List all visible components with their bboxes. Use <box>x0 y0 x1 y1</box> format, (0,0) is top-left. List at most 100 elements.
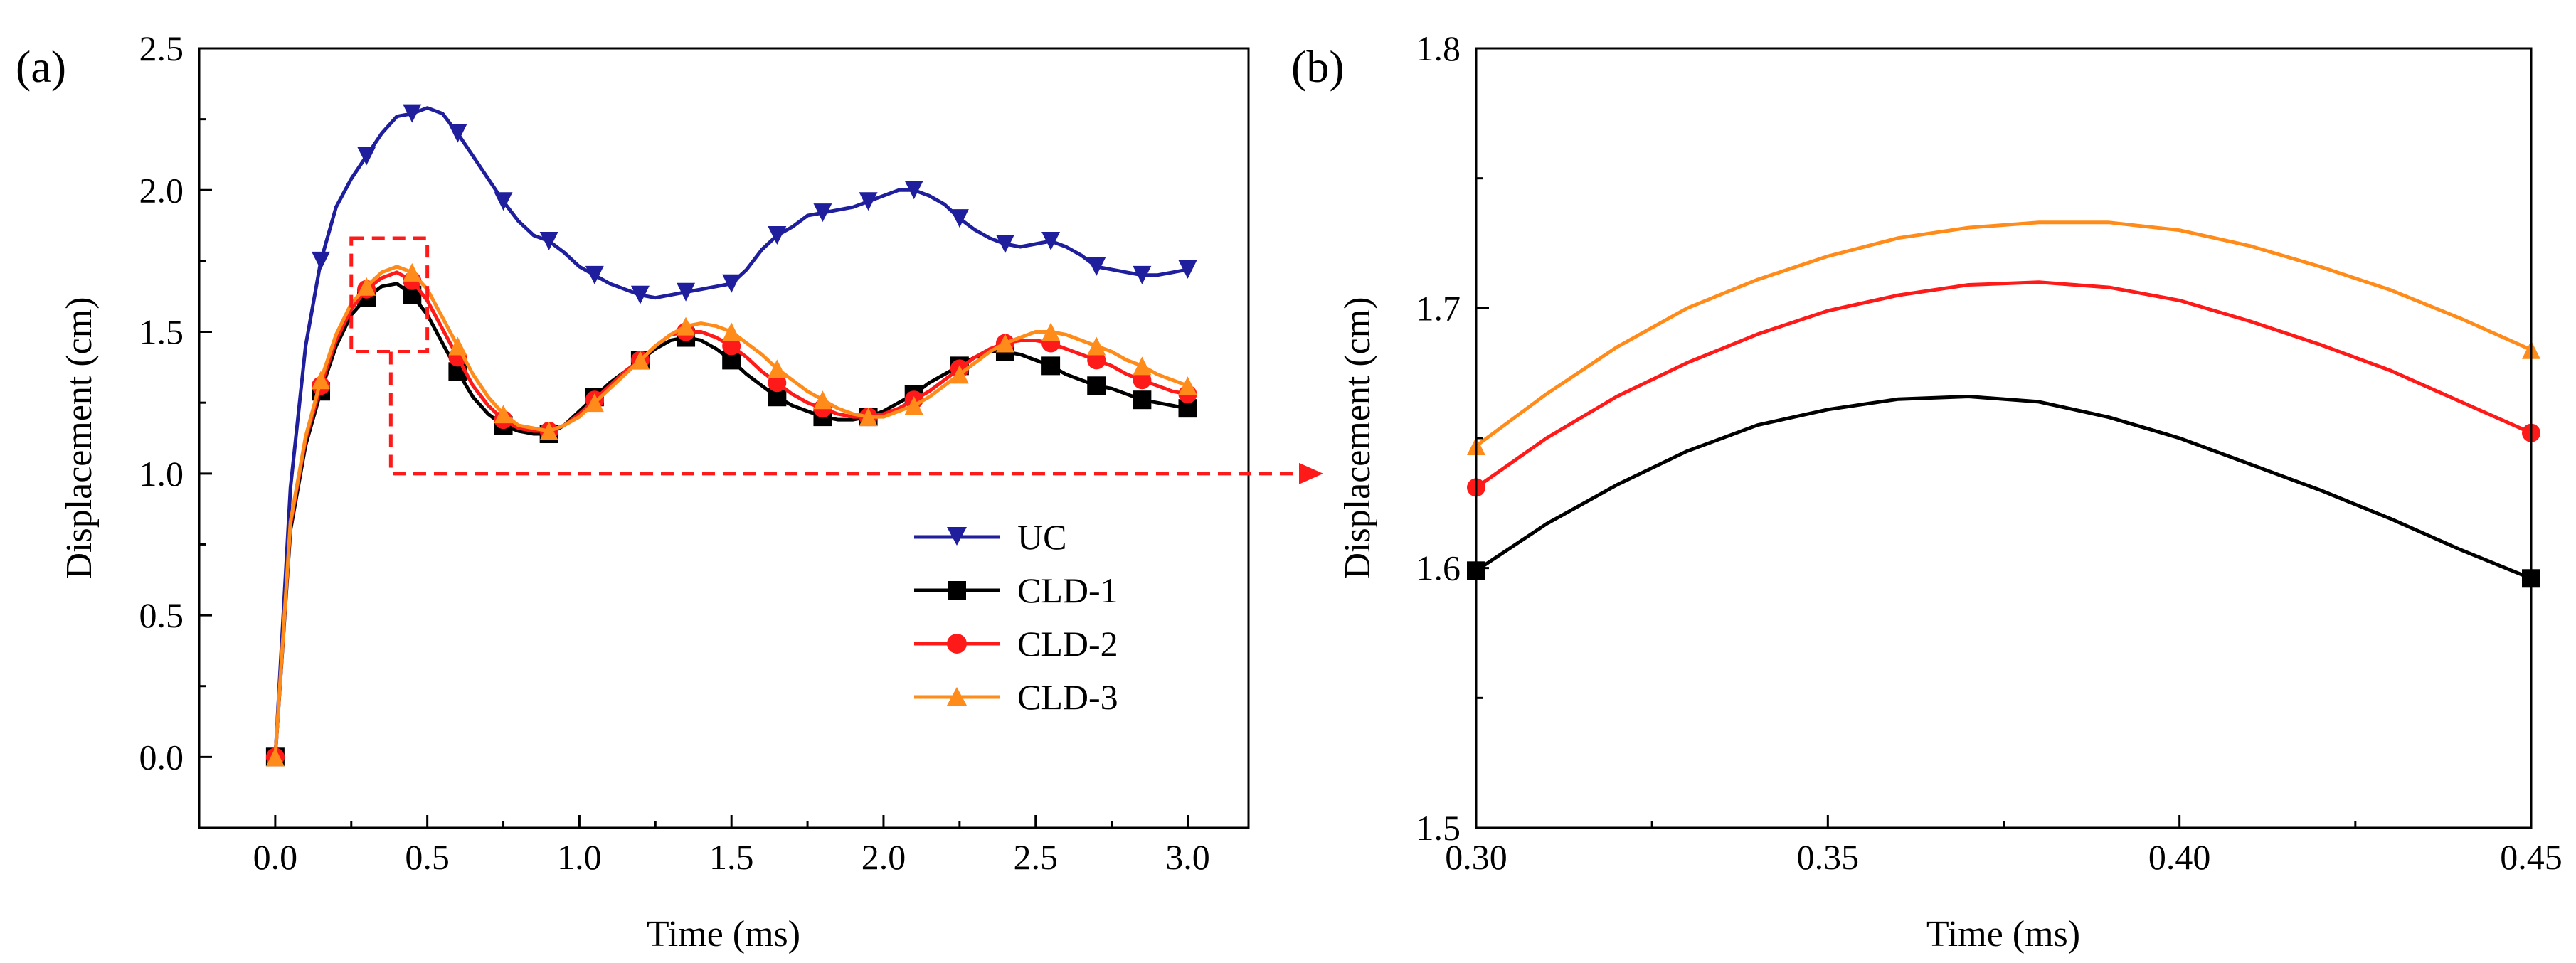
panel-a-marker-cld-3-18 <box>1087 336 1106 356</box>
panel-a-marker-cld-3-15 <box>950 365 969 384</box>
legend-marker-cld-1 <box>948 581 966 600</box>
panel-a-marker-cld-1-19 <box>1133 390 1152 410</box>
panel-b-series-line-cld-1 <box>1475 395 2532 580</box>
panel-a-marker-uc-9 <box>677 282 696 302</box>
panel-a-marker-uc-11 <box>768 226 787 245</box>
panel-a-marker-cld-1-18 <box>1087 376 1106 395</box>
panel-a-y-tick-label-0: 0.0 <box>139 737 184 777</box>
panel-a-marker-uc-14 <box>904 181 923 200</box>
legend-marker-uc <box>947 527 967 546</box>
panel-a-frame <box>198 47 1250 829</box>
panel-b-series-line-cld-2 <box>1475 280 2533 489</box>
panel-a-marker-uc-8 <box>630 285 650 304</box>
panel-b-label: (b) <box>1291 41 1345 92</box>
panel-b-y-tick-label-1: 1.6 <box>1416 548 1461 588</box>
panel-a-marker-uc-16 <box>995 234 1014 253</box>
legend-label-cld-1: CLD-1 <box>1017 570 1118 610</box>
panel-b: 0.30 0.35 0.40 0.45 1.5 1.6 1.7 1.8 Time (ms) D… <box>1337 28 2562 954</box>
legend-entry-cld-1: CLD-1 <box>914 570 1118 610</box>
zoom-arrow-head <box>1299 462 1323 484</box>
panel-a-marker-uc-5 <box>494 192 513 211</box>
panel-a-marker-cld-3-11 <box>768 359 787 378</box>
panel-b-x-tick-label-1: 0.35 <box>1797 837 1860 877</box>
panel-a-marker-uc-18 <box>1087 257 1106 276</box>
panel-a-x-axis-title: Time (ms) <box>647 914 800 954</box>
panel-a-marker-cld-1-17 <box>1041 356 1061 376</box>
legend-label-cld-2: CLD-2 <box>1017 624 1118 664</box>
legend-entry-cld-3: CLD-3 <box>914 677 1118 717</box>
panel-b-y-tick-label-0: 1.5 <box>1416 808 1461 848</box>
panel-a-marker-uc-4 <box>448 124 467 143</box>
panel-a-marker-cld-3-10 <box>722 322 741 341</box>
panel-a-marker-cld-3-5 <box>494 405 513 424</box>
legend-label-uc: UC <box>1017 517 1066 557</box>
panel-a-marker-cld-3-3 <box>403 262 422 282</box>
panel-a-marker-uc-7 <box>585 265 604 284</box>
panel-a-marker-cld-2-18 <box>1087 351 1106 370</box>
panel-b-y-tick-label-3: 1.8 <box>1416 28 1461 68</box>
legend-marker-cld-2 <box>947 634 967 654</box>
panel-a-marker-cld-3-0 <box>265 747 285 767</box>
panel-a-legend: UC CLD-1 CLD-2 CLD-3 <box>914 517 1118 717</box>
panel-b-ticks: 0.30 0.35 0.40 0.45 1.5 1.6 1.7 1.8 <box>1416 28 2562 877</box>
panel-a-marker-uc-13 <box>859 192 878 211</box>
panel-a-x-tick-label-3: 1.5 <box>709 837 754 877</box>
panel-b-x-tick-label-0: 0.30 <box>1445 837 1507 877</box>
panel-a-marker-cld-3-2 <box>357 277 376 296</box>
panel-a-marker-uc-1 <box>312 251 331 270</box>
panel-b-y-tick-label-2: 1.7 <box>1416 288 1461 328</box>
panel-a-marker-cld-3-7 <box>585 393 604 413</box>
panel-a-marker-cld-3-13 <box>859 408 878 427</box>
panel-a-y-tick-label-5: 2.5 <box>139 28 184 68</box>
panel-a-x-tick-label-4: 2.0 <box>862 837 906 877</box>
panel-a-ticks: 0.0 0.5 1.0 1.5 2.0 2.5 3.0 0.0 0.5 1.0 1.5 2.0 2.5 <box>139 28 1210 877</box>
panel-b-x-tick-label-3: 0.45 <box>2500 837 2562 877</box>
panel-a-y-tick-label-4: 2.0 <box>139 170 184 210</box>
panel-a-marker-uc-3 <box>403 104 422 123</box>
panel-a-marker-cld-3-8 <box>630 351 650 370</box>
panel-a-marker-cld-3-4 <box>448 336 467 356</box>
panel-a-x-tick-label-6: 3.0 <box>1165 837 1210 877</box>
panel-b-series-line-cld-3 <box>1475 220 2533 448</box>
panel-b-frame <box>1475 47 2533 829</box>
panel-a-marker-uc-12 <box>813 203 832 223</box>
panel-a-marker-cld-3-17 <box>1041 322 1061 341</box>
zoom-arrow-line <box>388 351 1302 476</box>
panel-a-marker-cld-3-19 <box>1133 356 1152 376</box>
legend-entry-cld-2: CLD-2 <box>914 624 1118 664</box>
panel-a-marker-cld-2-10 <box>722 336 741 356</box>
panel-a-marker-cld-3-12 <box>813 390 832 410</box>
panel-a-marker-cld-3-1 <box>312 371 331 390</box>
panel-a-marker-uc-20 <box>1178 260 1197 279</box>
panel-a-x-tick-label-1: 0.5 <box>405 837 450 877</box>
panel-a-series-layer <box>265 104 1197 767</box>
panel-a-y-axis-title: Displacement (cm) <box>59 297 100 579</box>
panel-a-marker-cld-3-20 <box>1178 376 1197 395</box>
panel-a-marker-cld-2-19 <box>1133 371 1152 390</box>
panel-a-label: (a) <box>16 41 66 92</box>
legend-label-cld-3: CLD-3 <box>1017 677 1118 717</box>
panel-a-marker-uc-19 <box>1133 265 1152 284</box>
panel-a-marker-uc-10 <box>722 274 741 293</box>
panel-a-marker-uc-17 <box>1041 232 1061 251</box>
panel-a-marker-uc-2 <box>357 147 376 166</box>
panel-a: 0.0 0.5 1.0 1.5 2.0 2.5 3.00.00.51.01.52.02.5 … <box>59 28 1323 954</box>
panel-b-series-layer <box>1467 220 2540 588</box>
panel-a-y-tick-label-2: 1.0 <box>139 454 184 494</box>
legend-marker-cld-3 <box>947 687 967 706</box>
panel-a-x-tick-label-2: 1.0 <box>557 837 602 877</box>
panel-a-marker-cld-3-6 <box>539 422 558 441</box>
panel-a-x-tick-label-5: 2.5 <box>1013 837 1058 877</box>
panel-a-zoom-annotation <box>349 236 1323 484</box>
panel-b-y-axis-title: Displacement (cm) <box>1337 297 1378 579</box>
panel-a-y-tick-label-3: 1.5 <box>139 312 184 352</box>
panel-a-marker-uc-15 <box>950 209 969 228</box>
panel-a-y-tick-label-1: 0.5 <box>139 595 184 635</box>
panel-a-x-tick-label-0: 0.0 <box>253 837 298 877</box>
panel-a-marker-uc-6 <box>539 232 558 251</box>
panel-a-marker-cld-3-16 <box>995 334 1014 353</box>
panel-a-marker-cld-2-11 <box>768 373 787 393</box>
panel-b-x-tick-label-2: 0.40 <box>2148 837 2211 877</box>
panel-b-x-axis-title: Time (ms) <box>1926 914 2080 954</box>
